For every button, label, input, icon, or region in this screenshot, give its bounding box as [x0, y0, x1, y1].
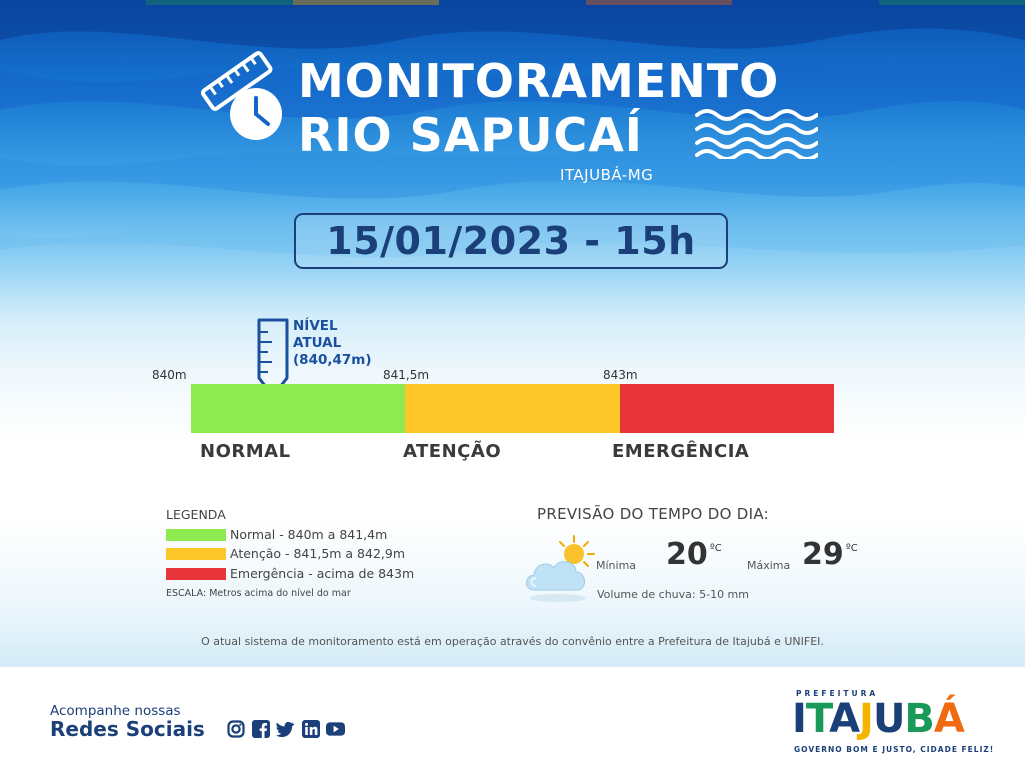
logo-main-text: ITAJUBÁ — [792, 696, 965, 742]
min-temp-label: Mínima — [596, 559, 637, 572]
min-temp-unit: ºC — [710, 543, 722, 554]
title-line-2: RIO SAPUCAÍ — [298, 108, 643, 162]
instagram-icon[interactable] — [226, 719, 245, 738]
follow-text: Acompanhe nossas — [50, 703, 181, 719]
legend-item: Atenção - 841,5m a 842,9m — [166, 546, 405, 561]
title-block: MONITORAMENTO RIO SAPUCAÍ — [198, 50, 858, 190]
legend-title: LEGENDA — [166, 507, 226, 522]
rain-volume: Volume de chuva: 5-10 mm — [597, 588, 749, 601]
social-icons — [226, 719, 345, 738]
min-temp-value: 20 — [666, 537, 708, 572]
water-waves-icon — [695, 109, 818, 159]
level-label-emergency: EMERGÊNCIA — [612, 441, 750, 462]
ruler-clock-icon — [200, 51, 282, 140]
social-heading: Redes Sociais — [50, 717, 205, 741]
legend-swatch-emergency — [166, 567, 226, 580]
logo-prefix: PREFEITURA — [796, 689, 879, 698]
scale-mark-840: 840m — [152, 368, 187, 382]
facebook-icon[interactable] — [251, 719, 270, 738]
linkedin-icon[interactable] — [301, 719, 320, 738]
date-time: 15/01/2023 - 15h — [326, 219, 696, 263]
level-label-attention: ATENÇÃO — [403, 441, 502, 462]
partly-cloudy-icon — [526, 535, 595, 602]
scale-note: ESCALA: Metros acima do nível do mar — [166, 588, 351, 599]
attention-bar — [405, 384, 620, 433]
legend-swatch-attention — [166, 547, 226, 560]
title-line-1: MONITORAMENTO — [298, 54, 780, 108]
city-subtitle: ITAJUBÁ-MG — [560, 166, 654, 184]
max-temp-unit: ºC — [846, 543, 858, 554]
max-temp-label: Máxima — [747, 559, 791, 572]
level-label-normal: NORMAL — [200, 441, 291, 462]
twitter-icon[interactable] — [276, 719, 295, 738]
youtube-icon[interactable] — [326, 719, 345, 738]
footer: Acompanhe nossas Redes Sociais PREFEITUR… — [0, 667, 1025, 775]
legend-swatch-normal — [166, 528, 226, 541]
normal-bar — [191, 384, 405, 433]
scale-mark-843: 843m — [603, 368, 638, 382]
emergency-bar — [620, 384, 834, 433]
forecast-title: PREVISÃO DO TEMPO DO DIA: — [537, 505, 769, 523]
scale-mark-841-5: 841,5m — [383, 368, 430, 382]
current-level-label: NÍVEL ATUAL (840,47m) — [293, 318, 372, 368]
legend-item: Emergência - acima de 843m — [166, 566, 414, 581]
city-hall-logo: PREFEITURA ITAJUBÁ GOVERNO BOM E JUSTO, … — [790, 687, 993, 757]
footnote: O atual sistema de monitoramento está em… — [201, 635, 824, 648]
logo-tagline: GOVERNO BOM E JUSTO, CIDADE FELIZ! — [794, 745, 995, 754]
legend-item: Normal - 840m a 841,4m — [166, 527, 387, 542]
max-temp-value: 29 — [802, 537, 844, 572]
date-box: 15/01/2023 - 15h — [294, 213, 728, 269]
